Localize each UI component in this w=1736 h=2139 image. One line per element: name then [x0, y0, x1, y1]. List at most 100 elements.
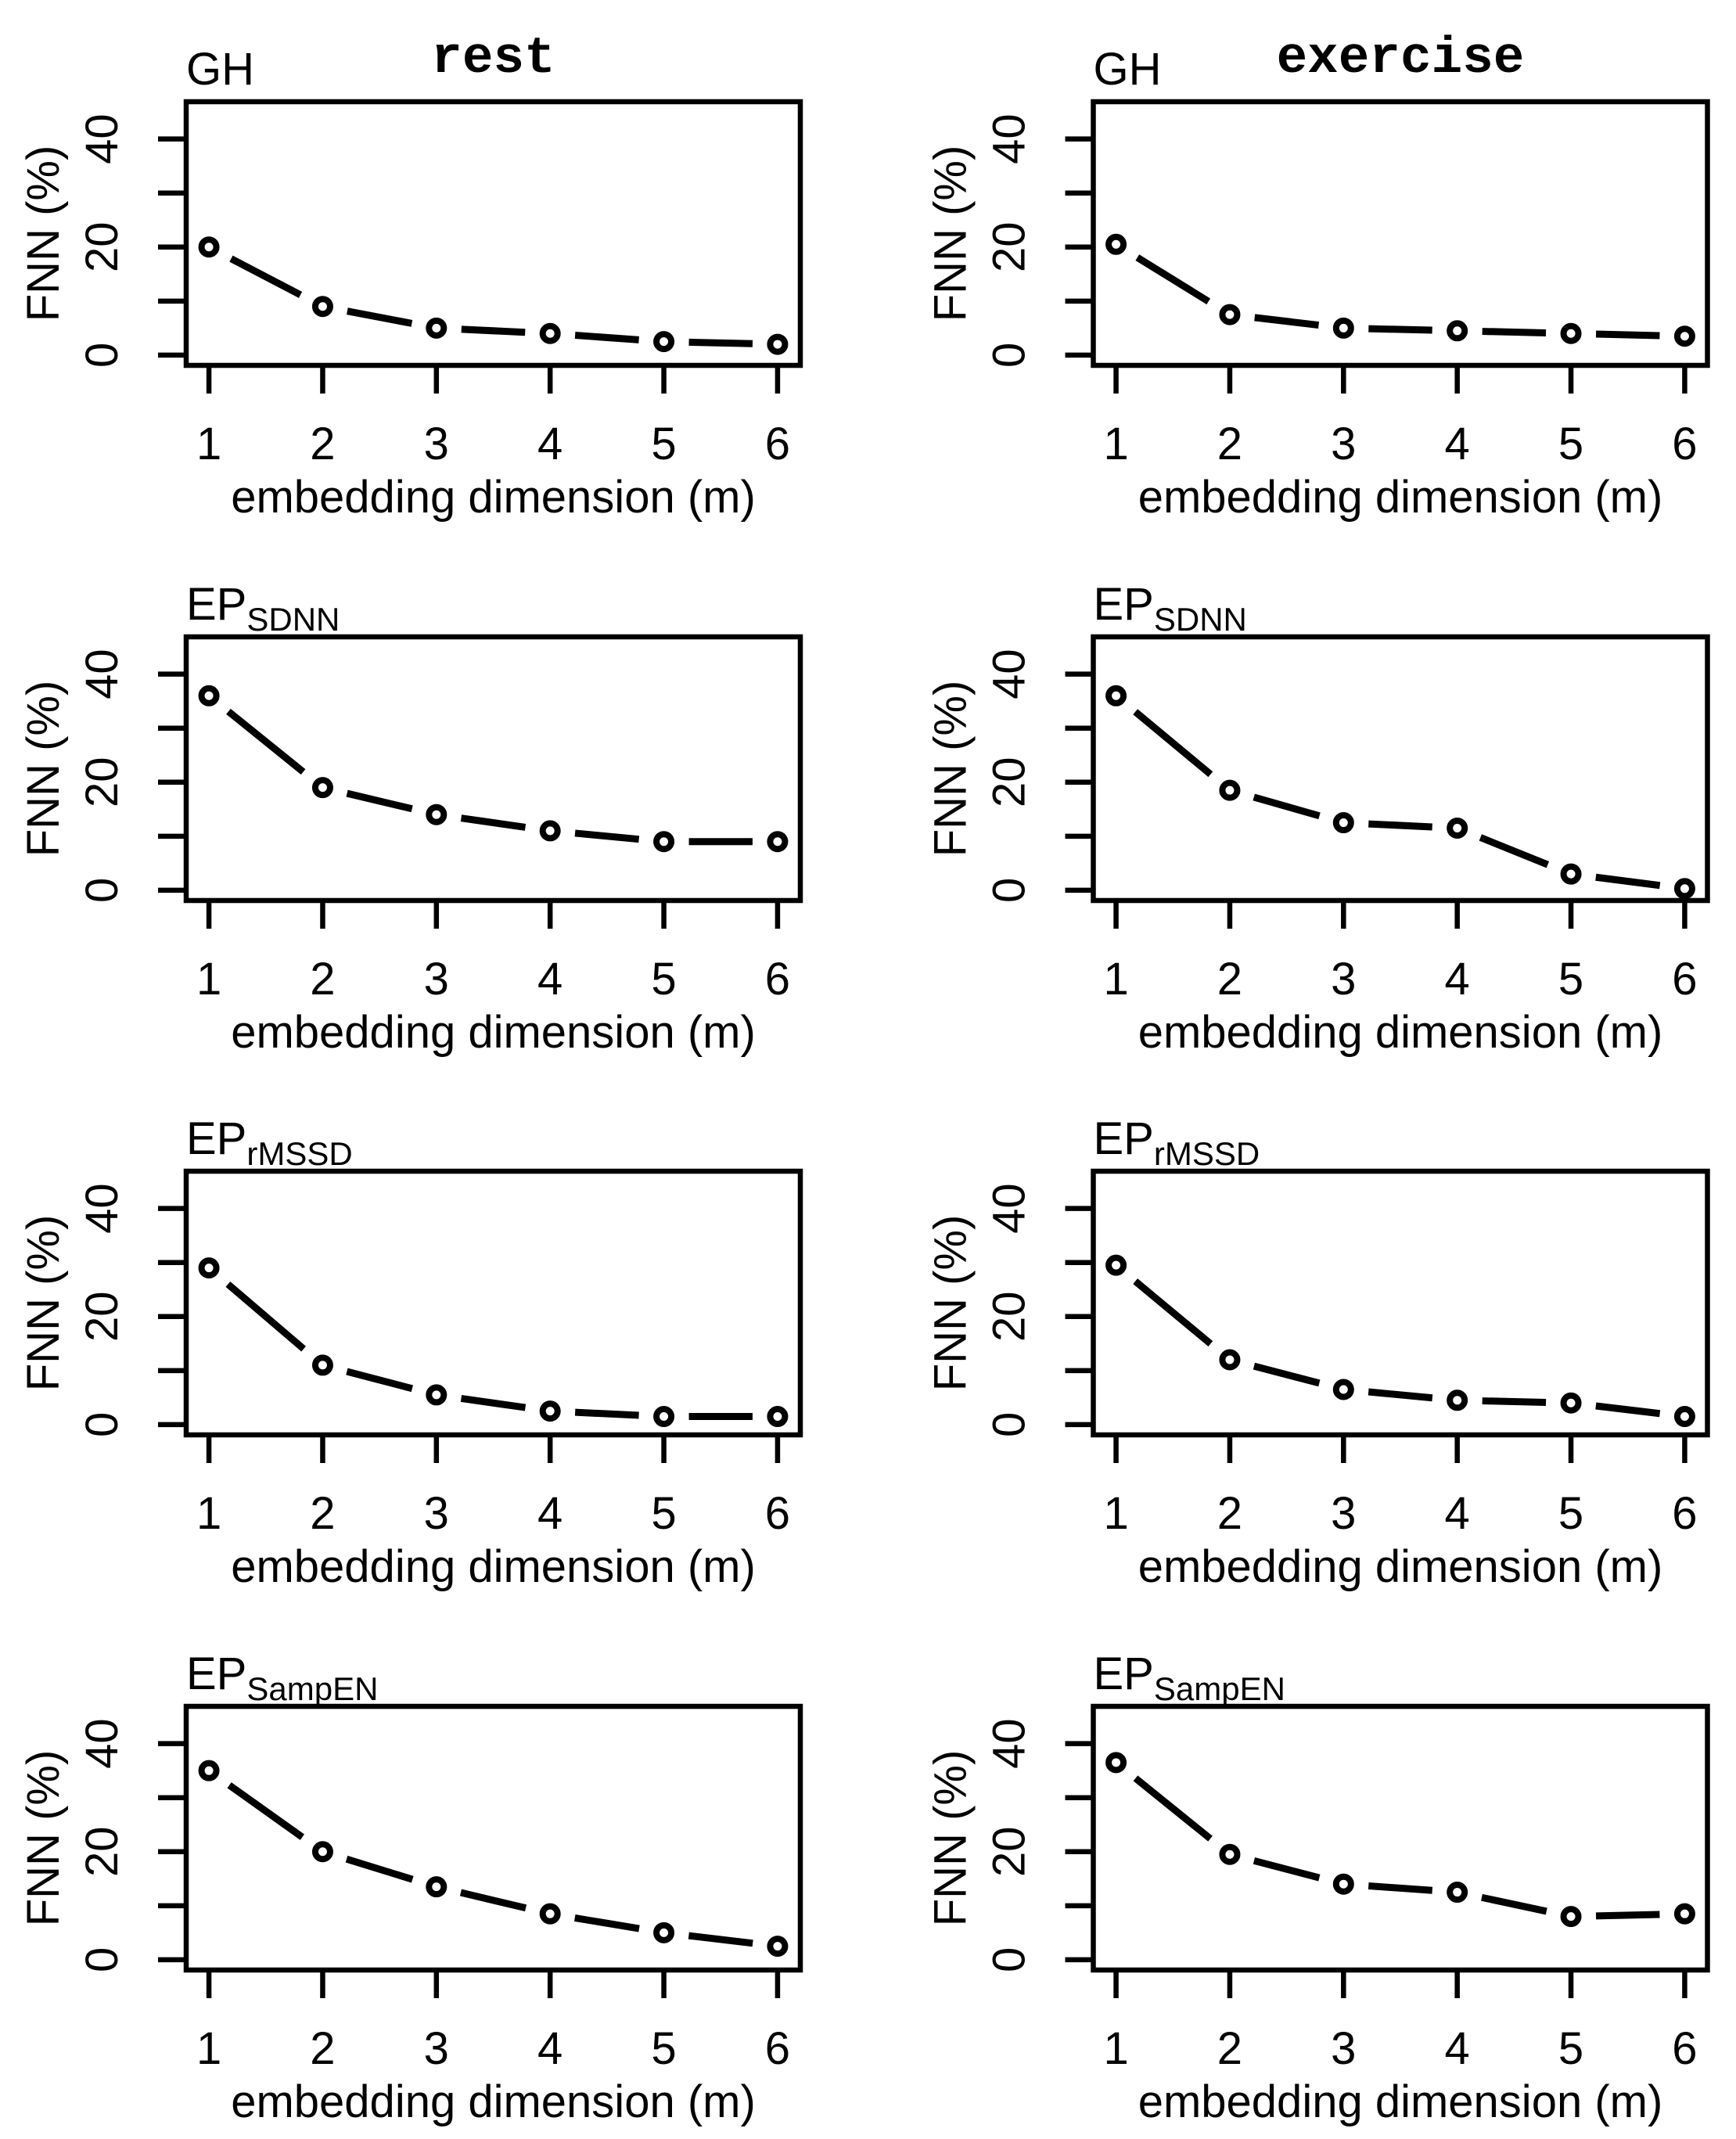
- panel-label: EPSDNN: [186, 579, 340, 638]
- x-tick-label: 3: [424, 1488, 449, 1539]
- data-point-marker: [1560, 863, 1582, 885]
- panel-label: GH: [186, 44, 254, 95]
- data-point-marker: [1446, 1881, 1468, 1903]
- data-point-marker: [767, 1935, 789, 1957]
- data-point-marker: [1446, 817, 1468, 839]
- panel-label: EPrMSSD: [1093, 1113, 1260, 1172]
- x-tick-label: 2: [1217, 2023, 1242, 2074]
- data-point-marker: [1446, 320, 1468, 342]
- plot-box: [1090, 99, 1710, 368]
- x-tick-label: 6: [1672, 2023, 1697, 2074]
- x-tick-label: 1: [1103, 2023, 1128, 2074]
- data-point-marker: [1446, 1389, 1468, 1411]
- y-axis-title: FNN (%): [925, 1749, 976, 1926]
- y-tick-label: 20: [77, 1826, 128, 1877]
- x-tick-label: 2: [310, 1488, 335, 1539]
- data-point-marker: [767, 830, 789, 852]
- y-tick-label: 20: [983, 1826, 1034, 1877]
- data-point-marker: [1105, 1751, 1127, 1773]
- x-tick-label: 3: [424, 419, 449, 469]
- y-tick-label: 0: [77, 877, 128, 902]
- x-tick-label: 6: [765, 2023, 790, 2074]
- data-point-marker: [198, 1257, 220, 1279]
- data-line-segment: [225, 1281, 307, 1352]
- data-point-marker: [653, 1922, 675, 1943]
- data-point-marker: [1673, 877, 1695, 899]
- data-point-marker: [198, 236, 220, 258]
- panel-label: EPrMSSD: [186, 1113, 353, 1172]
- data-point-marker: [1673, 1903, 1695, 1925]
- data-point-marker: [1218, 779, 1240, 801]
- y-tick-label: 40: [983, 1183, 1034, 1234]
- x-tick-label: 3: [424, 2023, 449, 2074]
- data-point-marker: [539, 322, 561, 344]
- data-line-segment: [574, 332, 639, 343]
- x-tick-label: 5: [651, 419, 676, 469]
- data-point-marker: [653, 1406, 675, 1428]
- x-tick-label: 1: [196, 954, 221, 1005]
- plot-box: [1090, 1168, 1710, 1438]
- data-point-marker: [426, 317, 447, 339]
- plot-box: [183, 1168, 803, 1438]
- y-tick-label: 20: [983, 757, 1034, 807]
- panel-label: EPSDNN: [1093, 579, 1246, 638]
- data-line-segment: [574, 1914, 640, 1932]
- data-point-marker: [1332, 1379, 1354, 1400]
- data-point-marker: [198, 685, 220, 706]
- x-tick-label: 5: [1558, 1488, 1583, 1539]
- data-line-segment: [1253, 1857, 1320, 1881]
- data-line-segment: [1133, 1774, 1213, 1842]
- x-tick-label: 4: [537, 1488, 562, 1539]
- x-tick-label: 2: [1217, 1488, 1242, 1539]
- column-title: exercise: [1276, 29, 1524, 88]
- y-tick-label: 0: [983, 877, 1034, 902]
- x-tick-label: 5: [651, 1488, 676, 1539]
- x-tick-label: 6: [1672, 954, 1697, 1005]
- data-line-segment: [574, 1408, 639, 1419]
- x-tick-label: 4: [537, 419, 562, 469]
- data-point-marker: [1218, 1349, 1240, 1371]
- data-line-segment: [1482, 1397, 1546, 1406]
- data-point-marker: [1673, 325, 1695, 347]
- y-axis-title: FNN (%): [18, 1215, 69, 1392]
- data-line-segment: [1252, 793, 1321, 819]
- data-line-segment: [1368, 820, 1432, 830]
- data-point-marker: [1560, 1392, 1582, 1414]
- x-tick-label: 5: [1558, 419, 1583, 469]
- y-axis-title: FNN (%): [925, 146, 976, 322]
- y-tick-label: 0: [983, 1947, 1034, 1972]
- x-axis-title: embedding dimension (m): [231, 1007, 756, 1058]
- data-line-segment: [1368, 1388, 1432, 1402]
- x-axis-title: embedding dimension (m): [231, 1541, 756, 1592]
- data-point-marker: [1218, 304, 1240, 325]
- x-tick-label: 6: [1672, 419, 1697, 469]
- data-line-segment: [347, 307, 413, 327]
- x-axis-title: embedding dimension (m): [1138, 1007, 1662, 1058]
- data-line-segment: [1132, 1278, 1213, 1347]
- data-line-segment: [345, 1855, 414, 1883]
- data-line-segment: [226, 708, 306, 775]
- data-line-segment: [1479, 833, 1549, 868]
- x-tick-label: 6: [1672, 1488, 1697, 1539]
- data-point-marker: [311, 1354, 333, 1376]
- y-tick-label: 20: [77, 222, 128, 273]
- plot-box: [183, 634, 803, 903]
- x-tick-label: 3: [1331, 954, 1356, 1005]
- data-line-segment: [460, 1394, 527, 1411]
- data-point-marker: [1105, 685, 1127, 706]
- y-axis-title: FNN (%): [925, 680, 976, 857]
- x-tick-label: 1: [1103, 954, 1128, 1005]
- x-tick-label: 4: [537, 954, 562, 1005]
- x-tick-label: 6: [765, 954, 790, 1005]
- data-point-marker: [426, 1875, 447, 1897]
- y-tick-label: 0: [77, 1947, 128, 1972]
- data-point-marker: [1332, 811, 1354, 833]
- x-tick-label: 6: [765, 1488, 790, 1539]
- y-tick-label: 40: [77, 113, 128, 164]
- data-point-marker: [311, 1840, 333, 1862]
